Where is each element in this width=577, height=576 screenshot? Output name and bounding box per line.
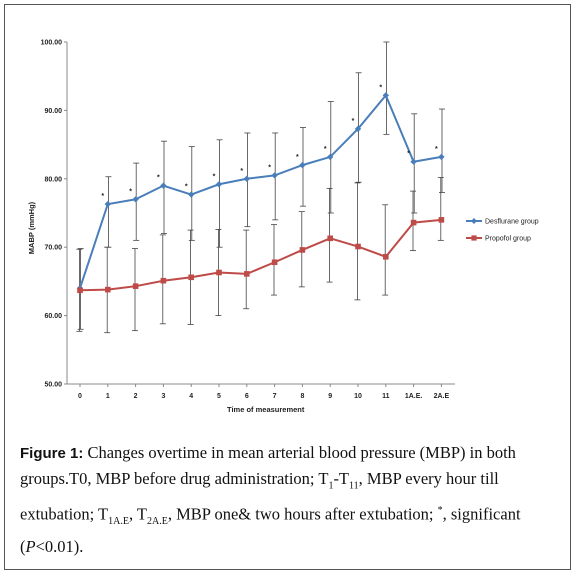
caption-text-5: , MBP one& two hours after extubation;	[167, 504, 438, 524]
y-tick-label: 60.00	[44, 313, 62, 320]
x-tick-label: 2A.E	[434, 393, 450, 400]
y-tick-label: 100.00	[41, 40, 63, 47]
x-tick-label: 0	[78, 393, 82, 400]
data-point-propofol	[299, 247, 306, 253]
significance-star: *	[296, 154, 299, 161]
significance-star: *	[185, 184, 188, 191]
data-point-propofol	[327, 235, 333, 242]
data-point-desflurane	[215, 181, 223, 188]
data-point-desflurane	[438, 153, 445, 161]
significance-star: *	[240, 168, 243, 175]
caption-text-1: Changes overtime in mean arterial blood …	[20, 443, 516, 488]
significance-star: *	[213, 173, 216, 180]
data-point-desflurane	[382, 92, 389, 99]
data-point-propofol	[410, 219, 417, 226]
legend-label: Desflurane group	[485, 219, 539, 226]
caption-text-6: , significant (	[20, 504, 521, 557]
figure-caption: Figure 1: Changes overtime in mean arter…	[20, 440, 560, 559]
data-point-propofol	[271, 259, 278, 266]
blood-pressure-chart: 50.00 60.00 70.00 80.00 90.00 100.00 0 1 2 3 4 5 6 7 8…	[27, 40, 539, 415]
data-point-desflurane	[243, 175, 250, 182]
x-tick-label: 9	[328, 393, 332, 400]
x-tick-label: 7	[273, 393, 277, 400]
data-point-propofol	[244, 271, 250, 277]
data-point-desflurane	[188, 191, 195, 198]
data-point-desflurane	[354, 125, 362, 133]
caption-sub-3: 1A.E	[108, 516, 129, 528]
significance-star: *	[352, 118, 355, 125]
caption-text-2: -T	[333, 469, 350, 488]
y-tick-label: 90.00	[44, 108, 62, 115]
x-tick-label: 4	[189, 393, 193, 400]
data-point-desflurane	[104, 200, 111, 208]
y-tick-label: 50.00	[44, 382, 62, 389]
data-point-desflurane	[299, 161, 306, 169]
data-point-propofol	[355, 243, 361, 250]
data-point-propofol	[160, 277, 167, 284]
data-point-propofol	[188, 274, 194, 281]
data-point-desflurane	[410, 158, 417, 165]
caption-label: Figure 1:	[20, 445, 84, 462]
significance-star: *	[435, 146, 438, 153]
data-point-desflurane	[132, 196, 139, 203]
significance-stars: * * * * * * * * * * * * *	[101, 84, 438, 200]
caption-text-4: , T	[128, 504, 148, 524]
series-lines	[79, 93, 442, 292]
significance-star: *	[407, 151, 410, 158]
legend-marker-desflurane	[471, 218, 477, 224]
y-axis-title: MABP (mmHg)	[27, 201, 36, 254]
y-tick-label: 80.00	[44, 176, 62, 183]
significance-star: *	[268, 164, 271, 171]
significance-star: *	[101, 193, 104, 200]
caption-sub-1: 1	[328, 480, 334, 492]
x-tick-label: 8	[300, 393, 304, 400]
data-point-propofol	[216, 269, 222, 276]
x-tick-label: 1A.E.	[405, 393, 423, 400]
significance-star: *	[129, 188, 132, 195]
x-axis-title: Time of measurement	[227, 405, 305, 414]
legend-label: Propofol group	[485, 236, 531, 243]
x-tick-label: 11	[382, 393, 390, 400]
caption-sub-4: 2A.E	[147, 516, 168, 528]
data-point-propofol	[132, 283, 139, 289]
significance-star: *	[324, 146, 327, 153]
data-point-propofol	[77, 287, 83, 294]
caption-italic-p: P	[25, 537, 36, 557]
x-tick-label: 10	[354, 393, 362, 400]
significance-star: *	[157, 175, 160, 182]
x-tick-label: 6	[245, 393, 249, 400]
caption-text-7: <0.01).	[35, 537, 84, 557]
data-point-propofol	[438, 217, 445, 223]
data-point-desflurane	[160, 182, 167, 189]
chart-axes: 50.00 60.00 70.00 80.00 90.00 100.00 0 1 2 3 4 5 6 7 8…	[27, 40, 455, 414]
legend-marker-propofol	[471, 235, 477, 241]
chart-legend: Desflurane group Propofol group	[466, 218, 539, 243]
significance-star: *	[379, 84, 382, 91]
data-point-desflurane	[271, 172, 278, 179]
figure-frame	[4, 4, 571, 570]
caption-text-3: , MBP every hour till extubation; T	[20, 469, 499, 524]
data-point-propofol	[105, 286, 111, 293]
series-line-propofol	[79, 218, 442, 292]
x-tick-label: 5	[217, 393, 221, 400]
y-tick-label: 70.00	[44, 245, 62, 252]
data-point-propofol	[383, 253, 389, 260]
caption-sup-1: *	[437, 505, 443, 517]
series-markers	[76, 92, 445, 294]
x-tick-label: 2	[134, 393, 138, 400]
data-point-desflurane	[327, 153, 334, 161]
x-tick-label: 3	[161, 393, 165, 400]
series-line-desflurane	[79, 93, 442, 289]
x-tick-label: 1	[106, 393, 110, 400]
caption-sub-2: 11	[349, 480, 359, 492]
